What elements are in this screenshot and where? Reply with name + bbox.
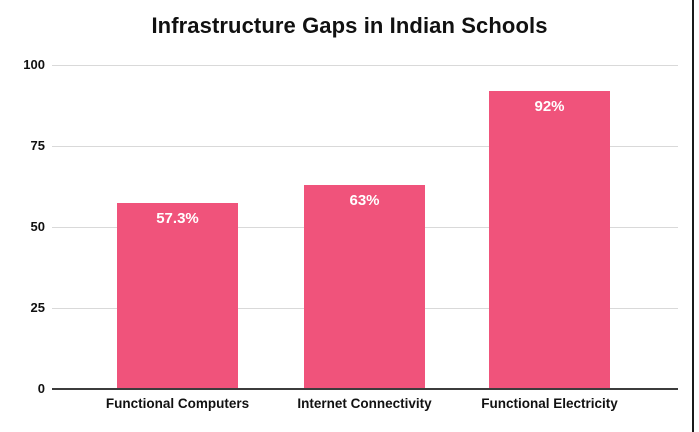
- bar-internet-connectivity: 63%: [304, 184, 425, 389]
- y-axis-tick-label: 75: [30, 138, 45, 153]
- y-axis-tick-label: 25: [30, 300, 45, 315]
- gridline-100: [52, 65, 678, 66]
- y-axis-tick-label: 50: [30, 219, 45, 234]
- bar-value-label: 57.3%: [156, 210, 199, 228]
- y-axis-tick-label: 0: [37, 381, 45, 396]
- chart-title: Infrastructure Gaps in Indian Schools: [151, 13, 548, 38]
- x-axis-category-label: Internet Connectivity: [297, 396, 432, 411]
- x-axis-category-label: Functional Computers: [105, 396, 250, 411]
- bar-functional-electricity: 92%: [489, 90, 610, 389]
- x-axis-line: [52, 388, 678, 390]
- y-axis-tick-label: 100: [23, 57, 45, 72]
- bar-value-label: 63%: [349, 191, 380, 209]
- x-axis-category-label: Functional Electricity: [481, 396, 618, 411]
- bar-functional-computers: 57.3%: [117, 203, 238, 389]
- gridline-75: [52, 146, 678, 147]
- plot-area: 57.3% 63% 92%: [52, 65, 678, 390]
- right-border-line: [692, 0, 694, 432]
- bar-value-label: 92%: [534, 97, 565, 115]
